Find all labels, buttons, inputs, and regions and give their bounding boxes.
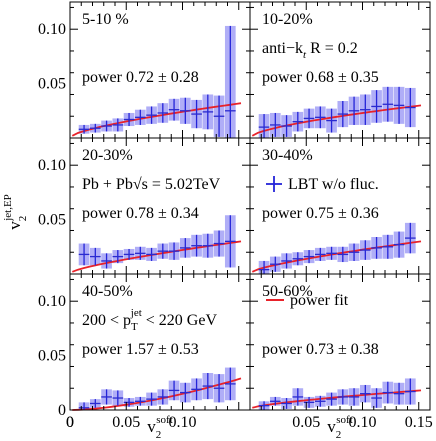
text-layer: 0.10 0.05 5-10 % power 0.72 ± 0.28 10-20% pow…	[38, 11, 433, 431]
x-tick-label: 0.15	[405, 414, 433, 431]
x-tick-label: 0.05	[292, 414, 320, 431]
pt-sub: T	[131, 321, 138, 333]
panel-centrality: 20-30%	[82, 147, 133, 164]
y-axis-label: v2jet,EP	[2, 194, 29, 230]
x-tick-label: 0.10	[169, 414, 197, 431]
panel-fit-label: power 0.72 ± 0.28	[82, 69, 199, 86]
pt-range: < 220 GeV	[142, 312, 218, 329]
pt-sup: jet	[130, 307, 142, 319]
pt-main: 200 < p	[82, 312, 131, 329]
panel-centrality: 5-10 %	[82, 11, 129, 28]
x-axis-label-left: v2 soft	[147, 414, 173, 441]
x-axis-label-sub: 2	[336, 429, 342, 441]
jet-algo-main: anti−k	[262, 40, 303, 57]
tick-layer	[69, 2, 431, 411]
x-axis-label-main: v	[327, 417, 336, 436]
legend-fit-label: power fit	[290, 292, 349, 309]
panel-fit-label: power 1.57 ± 0.53	[82, 341, 199, 358]
x-axis-label-sup: soft	[156, 414, 173, 426]
y-tick-label: 0.10	[38, 293, 66, 310]
y-tick-label: 0.10	[38, 21, 66, 38]
x-tick-label: 0.10	[349, 414, 377, 431]
jet-algo-sub: t	[303, 49, 307, 61]
y-tick-label: 0.05	[38, 76, 66, 93]
x-tick-label: 0	[66, 414, 74, 431]
legend-data-label: LBT w/o fluc.	[288, 176, 379, 193]
x-axis-label-sub: 2	[156, 429, 162, 441]
panel-fit-label: power 0.75 ± 0.36	[262, 205, 379, 222]
y-axis-label-main: v	[5, 221, 24, 230]
panel-centrality: 40-50%	[82, 283, 133, 300]
x-axis-label-right: v2 soft	[327, 414, 353, 441]
x-tick-label: 0	[66, 414, 74, 431]
panel-centrality: 30-40%	[262, 147, 313, 164]
fit-line	[251, 104, 422, 137]
jet-pt-range-label: 200 < pTjet < 220 GeV	[82, 307, 217, 333]
y-tick-label: 0	[58, 402, 66, 419]
x-axis-label-main: v	[147, 417, 156, 436]
panel-fit-label: power 0.78 ± 0.34	[82, 205, 199, 222]
jet-radius: R = 0.2	[306, 40, 358, 57]
y-tick-label: 0.05	[38, 348, 66, 365]
panel-centrality: 10-20%	[262, 11, 313, 28]
marker-layer	[78, 25, 416, 410]
panel-fit-label: power 0.73 ± 0.38	[262, 341, 379, 358]
y-axis-label-sub: 2	[17, 216, 29, 222]
jet-algorithm-label: anti−kt R = 0.2	[262, 40, 358, 61]
x-axis-label-sup: soft	[336, 414, 353, 426]
fit-line	[71, 102, 242, 137]
x-tick-label: 0.05	[112, 414, 140, 431]
y-axis-label-sup: jet,EP	[2, 194, 14, 222]
collision-system-label: Pb + Pb√s = 5.02TeV	[82, 176, 221, 193]
svg-text:v2jet,EP: v2jet,EP	[2, 194, 29, 230]
y-tick-label: 0.10	[38, 157, 66, 174]
y-tick-label: 0.05	[38, 212, 66, 229]
panel-centrality: 50-60%	[262, 283, 313, 300]
panel-fit-label: power 0.68 ± 0.35	[262, 69, 379, 86]
